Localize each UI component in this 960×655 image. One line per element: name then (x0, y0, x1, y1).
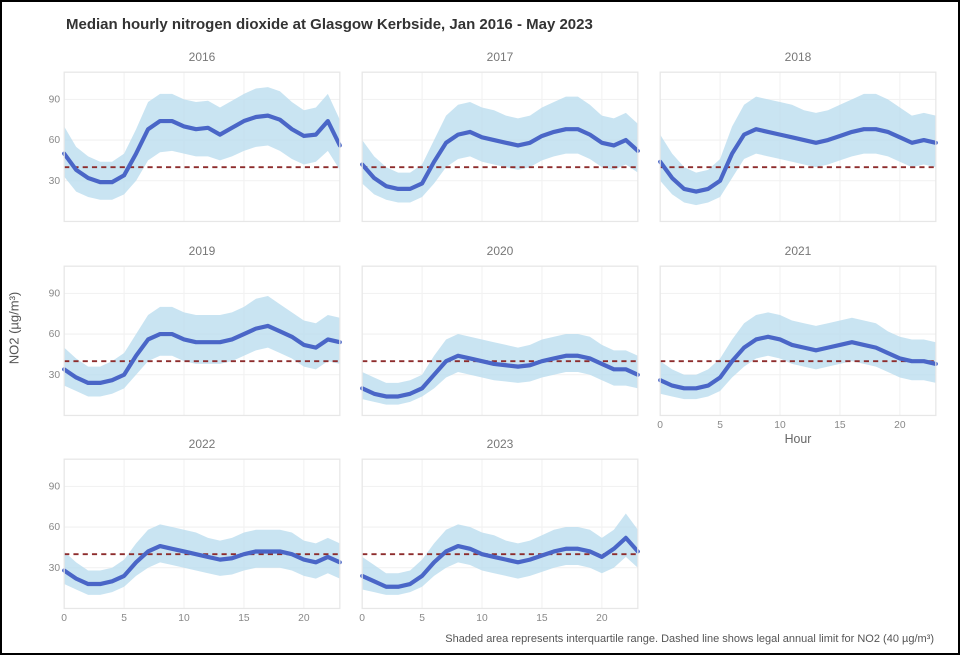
xtick-label: 20 (894, 420, 906, 431)
panel-plot: 05101520Hour (654, 262, 942, 420)
panel-plot (654, 68, 942, 226)
panel-title: 2016 (58, 50, 346, 64)
panel-title: 2023 (356, 437, 644, 451)
xtick-label: 10 (476, 613, 488, 624)
panel-2022: 2022 30609005101520 (58, 439, 346, 613)
ytick-label: 90 (49, 288, 61, 299)
panel-2017: 2017 (356, 52, 644, 226)
ytick-label: 60 (49, 522, 61, 533)
figure-title: Median hourly nitrogen dioxide at Glasgo… (66, 16, 593, 33)
figure-container: Median hourly nitrogen dioxide at Glasgo… (0, 0, 960, 655)
xtick-label: 15 (834, 420, 846, 431)
xtick-label: 5 (121, 613, 127, 624)
figure-caption: Shaded area represents interquartile ran… (445, 633, 934, 645)
panel-2020: 2020 (356, 246, 644, 420)
panel-plot: 306090 (58, 262, 346, 420)
panel-title: 2019 (58, 244, 346, 258)
panel-plot (356, 68, 644, 226)
ytick-label: 30 (49, 563, 61, 574)
panel-title: 2021 (654, 244, 942, 258)
panel-2018: 2018 (654, 52, 942, 226)
xtick-label: 5 (419, 613, 425, 624)
panel-title: 2020 (356, 244, 644, 258)
iqr-band (362, 97, 638, 203)
xtick-label: 0 (657, 420, 663, 431)
xtick-label: 0 (359, 613, 365, 624)
xtick-label: 15 (536, 613, 548, 624)
panel-plot: 30609005101520 (58, 455, 346, 613)
x-axis-label: Hour (785, 431, 812, 445)
ytick-label: 90 (49, 94, 61, 105)
xtick-label: 10 (178, 613, 190, 624)
panel-2023: 2023 05101520 (356, 439, 644, 613)
panel-2019: 2019 306090 (58, 246, 346, 420)
small-multiples-grid: 2016306090201720182019306090202020210510… (58, 52, 942, 613)
xtick-label: 20 (298, 613, 310, 624)
panel-2021: 2021 05101520Hour (654, 246, 942, 420)
xtick-label: 20 (596, 613, 608, 624)
panel-title: 2017 (356, 50, 644, 64)
ytick-label: 90 (49, 482, 61, 493)
xtick-label: 0 (61, 613, 67, 624)
panel-title: 2022 (58, 437, 346, 451)
xtick-label: 15 (238, 613, 250, 624)
panel-title: 2018 (654, 50, 942, 64)
panel-plot: 306090 (58, 68, 346, 226)
panel-2016: 2016 306090 (58, 52, 346, 226)
xtick-label: 10 (774, 420, 786, 431)
ytick-label: 30 (49, 176, 61, 187)
ytick-label: 60 (49, 329, 61, 340)
ytick-label: 30 (49, 369, 61, 380)
panel-plot (356, 262, 644, 420)
xtick-label: 5 (717, 420, 723, 431)
panel-plot: 05101520 (356, 455, 644, 613)
ytick-label: 60 (49, 135, 61, 146)
y-axis-label: NO2 (µg/m³) (7, 291, 22, 364)
